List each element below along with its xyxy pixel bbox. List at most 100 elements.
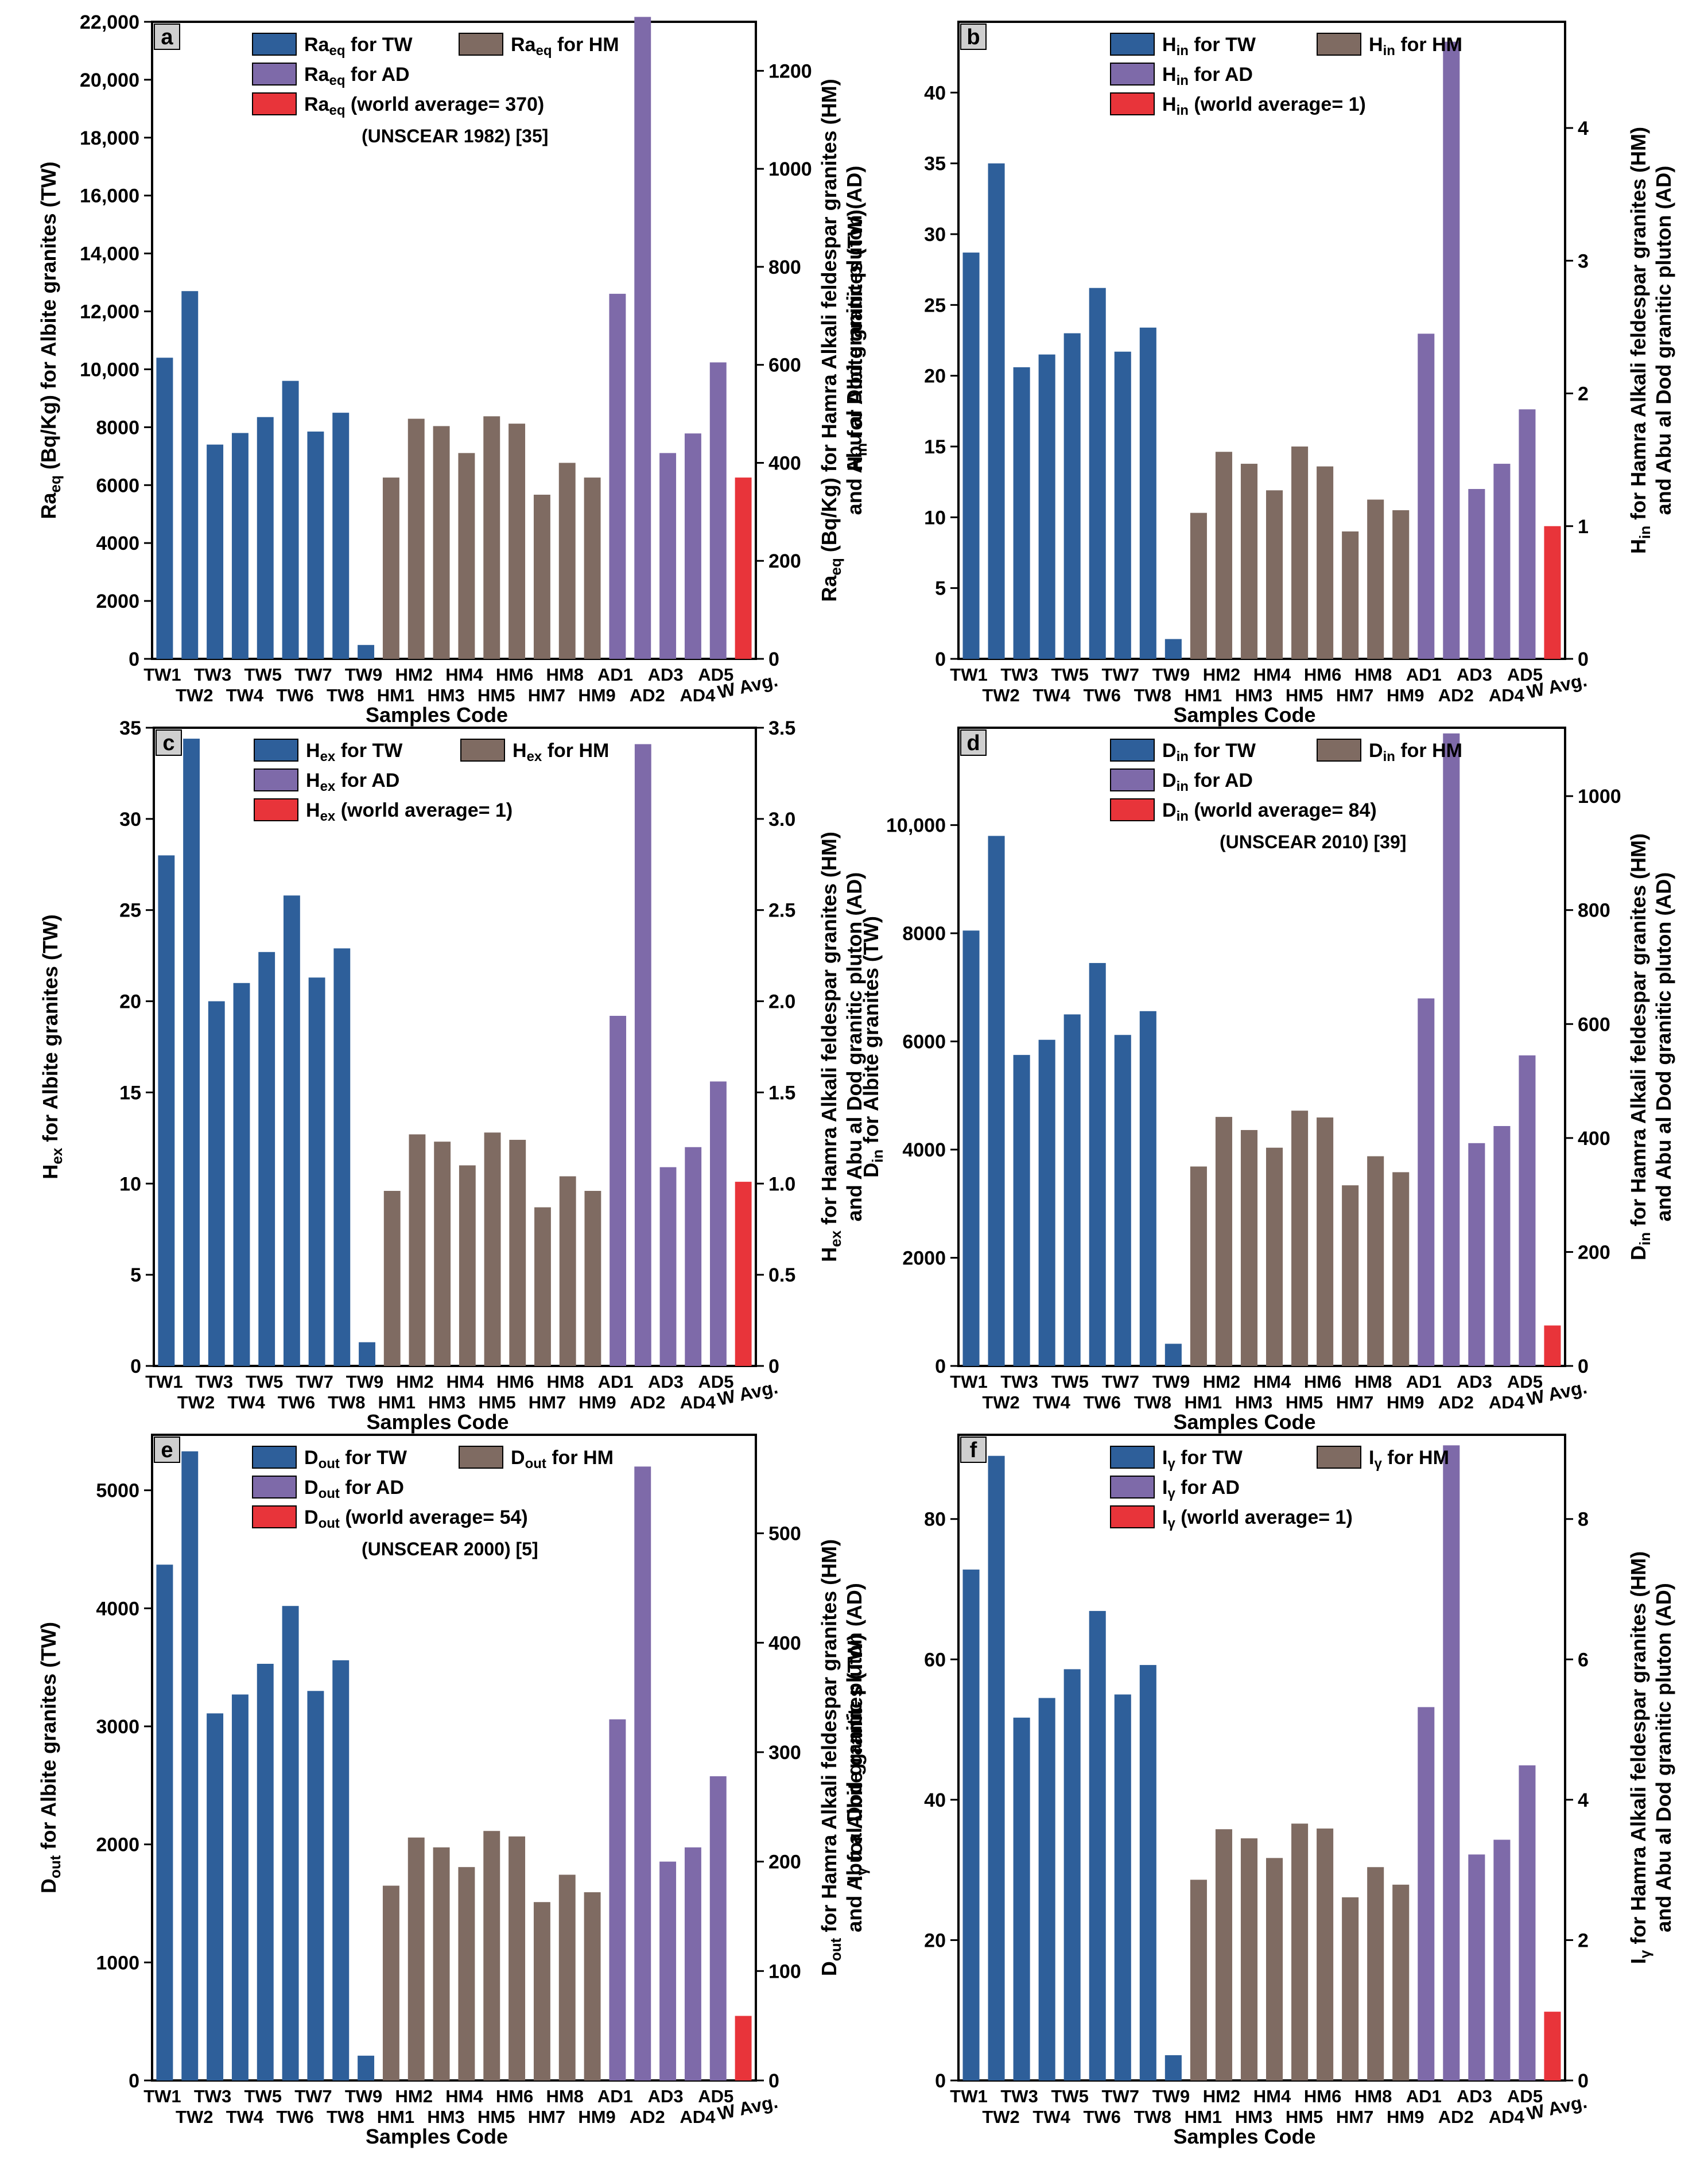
x-tick-label: TW6 <box>276 685 313 705</box>
bar-ad3 <box>1468 1143 1485 1366</box>
x-tick-label: HM2 <box>395 2086 433 2106</box>
x-tick-label: TW6 <box>1084 685 1121 705</box>
x-tick-label: HM7 <box>1336 685 1373 705</box>
bar-tw1 <box>156 358 173 659</box>
bar-tw8 <box>1139 1665 1156 2080</box>
bar-hm6 <box>1317 466 1334 659</box>
bar-hm3 <box>1240 1838 1258 2080</box>
legend-swatch <box>252 1446 297 1469</box>
bar-hm1 <box>383 1190 401 1366</box>
bar-ad5 <box>1519 1765 1536 2080</box>
left-tick-label: 22,000 <box>80 11 139 33</box>
bar-hm9 <box>584 478 601 659</box>
bar-wavg <box>1544 2012 1561 2080</box>
x-tick-label: TW3 <box>1000 665 1038 685</box>
left-tick-label: 35 <box>924 153 946 175</box>
legend-note: (UNSCEAR 2010) [39] <box>1220 832 1406 852</box>
x-tick-label: HM1 <box>377 2107 414 2127</box>
panel-e: 0 1000 2000 3000 4000 5000 0 100 200 300 400 500 TW1… <box>37 1434 866 2148</box>
bar-tw4 <box>231 1694 249 2080</box>
left-tick-label: 4000 <box>96 1598 139 1620</box>
right-tick-label: 0 <box>768 2070 779 2092</box>
bar-tw1 <box>962 1569 980 2080</box>
bar-wavg <box>1544 1325 1561 1366</box>
x-tick-label: AD4 <box>1489 2107 1525 2127</box>
y-axis-title-right-line2: and Abu al Dod granitic pluton (AD) <box>843 1583 866 1932</box>
x-tick-label: TW6 <box>276 2107 313 2127</box>
plot-frame <box>957 21 1566 660</box>
left-tick-label: 35 <box>119 717 141 739</box>
bar-ad1 <box>609 1719 626 2080</box>
bar-tw2 <box>181 1451 199 2080</box>
bar-tw3 <box>1013 1055 1030 1366</box>
bar-ad5 <box>710 1081 727 1366</box>
x-tick-label: AD4 <box>1489 685 1525 705</box>
right-tick-label: 2 <box>1578 383 1589 405</box>
x-tick-label: TW8 <box>327 685 364 705</box>
x-tick-label: AD2 <box>630 2107 665 2127</box>
x-tick-label: TW9 <box>345 665 382 685</box>
right-tick-label: 0 <box>768 649 779 670</box>
legend-label: Dout for TW <box>304 1447 407 1472</box>
bar-ad3 <box>659 453 677 659</box>
right-tick-label: 600 <box>1578 1014 1610 1035</box>
bar-tw6 <box>283 895 300 1366</box>
x-tick-label: AD4 <box>1489 1392 1525 1412</box>
left-tick-label: 25 <box>924 294 946 316</box>
y-axis-title-left: Din for Albite granites (TW) <box>859 916 886 1178</box>
x-tick-label: HM9 <box>579 1392 616 1412</box>
x-tick-label: HM5 <box>1286 2107 1323 2127</box>
bar-hm1 <box>382 478 399 659</box>
bar-tw4 <box>1038 1698 1055 2080</box>
bar-hm1 <box>382 1885 399 2080</box>
panel-letter: f <box>970 1438 977 1462</box>
left-tick-label: 10 <box>119 1173 141 1195</box>
legend-swatch <box>1110 1446 1155 1469</box>
x-tick-label: AD5 <box>1507 665 1543 685</box>
bar-tw4 <box>233 983 250 1366</box>
x-tick-label: TW3 <box>1000 1372 1038 1392</box>
x-tick-label: HM4 <box>1253 2086 1291 2106</box>
x-tick-label: TW5 <box>244 2086 282 2106</box>
x-axis-title: Samples Code <box>366 703 508 727</box>
right-tick-label: 300 <box>768 1742 801 1764</box>
bar-wavg <box>735 2016 752 2080</box>
x-tick-label: HM9 <box>1387 1392 1424 1412</box>
x-tick-label: AD1 <box>597 2086 633 2106</box>
left-tick-label: 2000 <box>902 1248 946 1270</box>
left-tick-label: 12,000 <box>80 301 139 323</box>
right-tick-label: 4 <box>1578 118 1589 139</box>
right-tick-label: 500 <box>768 1523 801 1545</box>
left-tick-label: 0 <box>129 2070 139 2092</box>
bar-hm9 <box>584 1190 601 1366</box>
legend-swatch <box>1110 92 1155 115</box>
panel-letter-box <box>960 1437 987 1463</box>
bar-tw9 <box>358 645 375 659</box>
bar-ad5 <box>1519 1055 1536 1366</box>
x-tick-label: AD5 <box>698 2086 733 2106</box>
bar-hm8 <box>1367 1156 1384 1366</box>
right-tick-label: 4 <box>1578 1789 1589 1811</box>
bar-hm4 <box>459 1165 476 1366</box>
x-axis-title: Samples Code <box>366 2125 508 2148</box>
legend-note: (UNSCEAR 2000) [5] <box>362 1539 538 1559</box>
left-tick-label: 20 <box>119 991 141 1013</box>
panel-b: 051015202530354001234TW1TW2TW3TW4TW5TW6T… <box>843 21 1675 727</box>
x-tick-label: TW6 <box>278 1392 315 1412</box>
bar-hm4 <box>1266 490 1283 659</box>
x-tick-label: HM8 <box>1354 665 1392 685</box>
bar-ad1 <box>1418 1707 1435 2080</box>
legend-swatch <box>252 63 297 86</box>
x-tick-label: HM8 <box>546 665 584 685</box>
bar-ad2 <box>1443 41 1460 659</box>
panel-d: 0 2000 4000 6000 8000 10,000 0 200 400 600 800 1000… <box>859 727 1675 1434</box>
x-tick-label: AD4 <box>680 2107 716 2127</box>
y-axis-title-right: Dout for Hamra Alkali feldespar granites… <box>817 1539 844 1976</box>
right-tick-label: 100 <box>768 1961 801 1982</box>
left-tick-label: 8000 <box>96 417 139 438</box>
x-tick-label: HM7 <box>529 1392 566 1412</box>
bar-tw8 <box>1139 1011 1156 1366</box>
bar-ad4 <box>1493 464 1511 659</box>
bar-ad4 <box>684 1847 701 2080</box>
